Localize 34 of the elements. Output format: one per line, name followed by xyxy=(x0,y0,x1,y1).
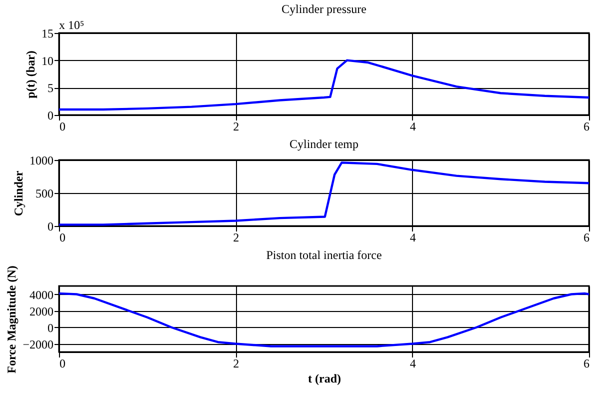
line-series xyxy=(58,162,590,226)
text: x 10⁵ xyxy=(59,18,84,32)
y-tick-label: 1000 xyxy=(30,154,54,168)
x-tick-label: 6 xyxy=(584,356,590,370)
chart-title: Cylinder temp xyxy=(290,137,358,151)
x-tick-label: 2 xyxy=(233,230,240,244)
line-series xyxy=(58,59,590,111)
chart-title: Cylinder pressure xyxy=(282,2,366,16)
x-tick-label: 0 xyxy=(60,230,66,244)
x-tick-label: 4 xyxy=(410,230,416,244)
x-tick-label: 0 xyxy=(60,120,66,134)
y-tick-label: 5 xyxy=(48,81,54,96)
chart-title: Piston total inertia force xyxy=(266,248,382,262)
line-series xyxy=(58,292,590,348)
x-tick-label: 2 xyxy=(233,120,240,134)
y-tick-label: 500 xyxy=(36,186,54,200)
y-axis-title: Cylinder xyxy=(12,170,26,216)
y-axis-title: p(t) (bar) xyxy=(24,50,38,98)
x-tick-label: 6 xyxy=(584,120,590,134)
x-axis-title: t (rad) xyxy=(308,372,341,386)
y-tick-label: 2000 xyxy=(30,304,54,318)
x-tick-label: 0 xyxy=(60,356,66,370)
y-axis-title: Force Magnitude (N) xyxy=(4,266,19,374)
y-tick-label: 4000 xyxy=(30,288,54,302)
y-tick-label: 15 xyxy=(42,26,54,40)
y-tick-label: 0 xyxy=(48,108,54,122)
x-tick-label: 4 xyxy=(410,120,416,134)
y-tick-label: 0 xyxy=(48,320,54,335)
y-tick-label: 0 xyxy=(48,220,54,234)
y-tick-label: 10 xyxy=(42,54,54,68)
y-tick-label: −2000 xyxy=(22,337,54,352)
x-tick-label: 4 xyxy=(410,356,416,370)
x-tick-label: 6 xyxy=(584,230,590,244)
x-tick-label: 2 xyxy=(233,356,240,370)
